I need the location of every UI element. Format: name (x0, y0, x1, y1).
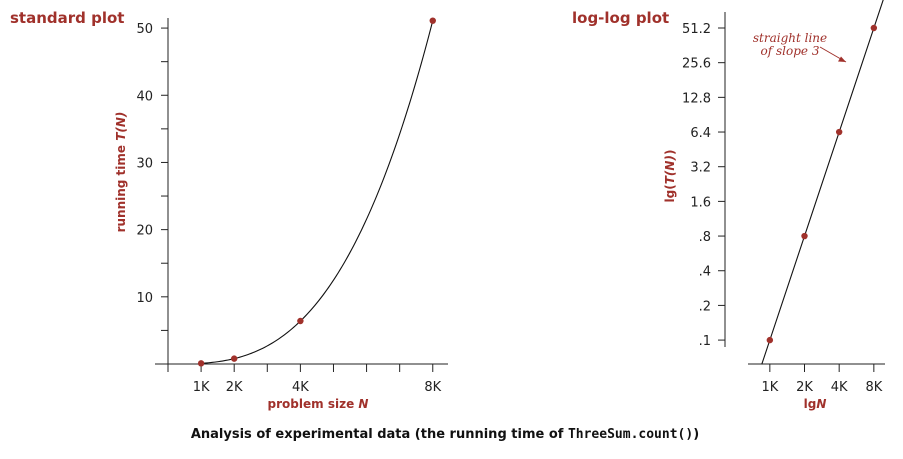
log-log-plot-y-tick-label: .2 (699, 299, 711, 314)
figure-caption: Analysis of experimental data (the runni… (191, 427, 699, 442)
log-log-plot-axes (724, 12, 885, 365)
log-log-plot-fit-line (761, 0, 884, 365)
standard-plot: standard plot 10 20 30 40 50 1K 2K 4K 8K proble… (10, 9, 448, 411)
log-log-plot-y-tick-label: 3.2 (690, 161, 711, 176)
standard-plot-x-tick-label: 2K (226, 380, 243, 395)
log-log-plot-y-ticks: .1 .2 .4 .8 1.6 3.2 6.4 12.8 25.6 51.2 (682, 22, 725, 349)
log-log-plot-points (766, 24, 878, 344)
standard-plot-y-tick-label: 10 (136, 291, 153, 306)
log-log-plot-x-ticks: 1K 2K 4K 8K (761, 364, 883, 395)
log-log-plot-x-label: lgN (804, 397, 827, 411)
slope-annotation-line-1: straight line (753, 31, 827, 45)
standard-plot-y-tick-label: 50 (136, 22, 153, 37)
log-log-plot-y-label: lg(T(N)) (663, 150, 677, 203)
standard-plot-data-point (197, 360, 205, 367)
log-log-plot-y-tick-label: .4 (699, 265, 711, 280)
standard-plot-x-tick-label: 8K (424, 380, 441, 395)
standard-plot-curve (201, 20, 434, 364)
standard-plot-x-label: problem size N (268, 397, 369, 411)
log-log-plot-x-tick-label: 8K (865, 380, 882, 395)
standard-plot-data-point (297, 317, 304, 325)
log-log-plot-y-tick-label: .1 (699, 334, 711, 349)
standard-plot-points (197, 17, 436, 367)
log-log-plot: log-log plot .1 .2 .4 .8 1.6 3.2 6.4 12.8 25.6 51… (572, 0, 885, 411)
log-log-plot-y-tick-label: 25.6 (682, 57, 711, 72)
log-log-plot-title: log-log plot (572, 9, 669, 27)
standard-plot-data-point (230, 355, 238, 362)
standard-plot-title: standard plot (10, 9, 124, 27)
log-log-plot-y-tick-label: 12.8 (682, 91, 711, 106)
log-log-plot-x-tick-label: 4K (831, 380, 848, 395)
log-log-plot-data-point (801, 232, 808, 240)
standard-plot-x-tick-label: 1K (193, 380, 210, 395)
slope-annotation-line-2: of slope 3 (761, 44, 820, 58)
standard-plot-y-tick-label: 40 (136, 89, 153, 104)
standard-plot-y-ticks: 10 20 30 40 50 (136, 22, 168, 331)
standard-plot-x-tick-label: 4K (292, 380, 309, 395)
standard-plot-y-tick-label: 30 (136, 156, 153, 171)
log-log-plot-x-tick-label: 2K (796, 380, 813, 395)
log-log-plot-y-tick-label: 1.6 (690, 195, 711, 210)
log-log-plot-y-tick-label: 6.4 (690, 126, 711, 141)
log-log-plot-y-tick-label: 51.2 (682, 22, 711, 37)
log-log-plot-x-tick-label: 1K (761, 380, 778, 395)
log-log-plot-data-point (870, 24, 878, 32)
standard-plot-data-point (429, 17, 436, 24)
log-log-plot-y-tick-label: .8 (699, 230, 711, 245)
log-log-plot-data-point (766, 336, 774, 344)
standard-plot-y-tick-label: 20 (136, 224, 153, 239)
standard-plot-y-label: running time T(N) (114, 112, 128, 233)
annotation-arrowhead-icon (838, 56, 846, 62)
log-log-plot-data-point (835, 128, 843, 136)
standard-plot-x-ticks: 1K 2K 4K 8K (167, 364, 442, 395)
